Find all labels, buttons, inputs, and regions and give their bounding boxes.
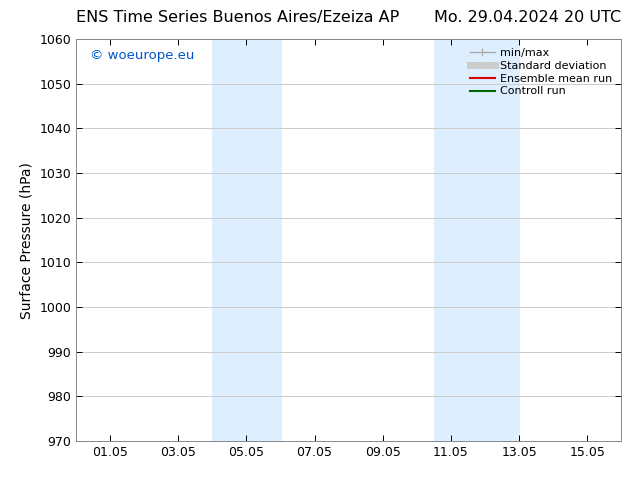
Bar xyxy=(434,39,519,441)
Text: Mo. 29.04.2024 20 UTC: Mo. 29.04.2024 20 UTC xyxy=(434,10,621,24)
Y-axis label: Surface Pressure (hPa): Surface Pressure (hPa) xyxy=(20,162,34,318)
Text: © woeurope.eu: © woeurope.eu xyxy=(90,49,194,62)
Text: ENS Time Series Buenos Aires/Ezeiza AP: ENS Time Series Buenos Aires/Ezeiza AP xyxy=(76,10,399,24)
Legend: min/max, Standard deviation, Ensemble mean run, Controll run: min/max, Standard deviation, Ensemble me… xyxy=(467,45,616,100)
Bar xyxy=(212,39,280,441)
